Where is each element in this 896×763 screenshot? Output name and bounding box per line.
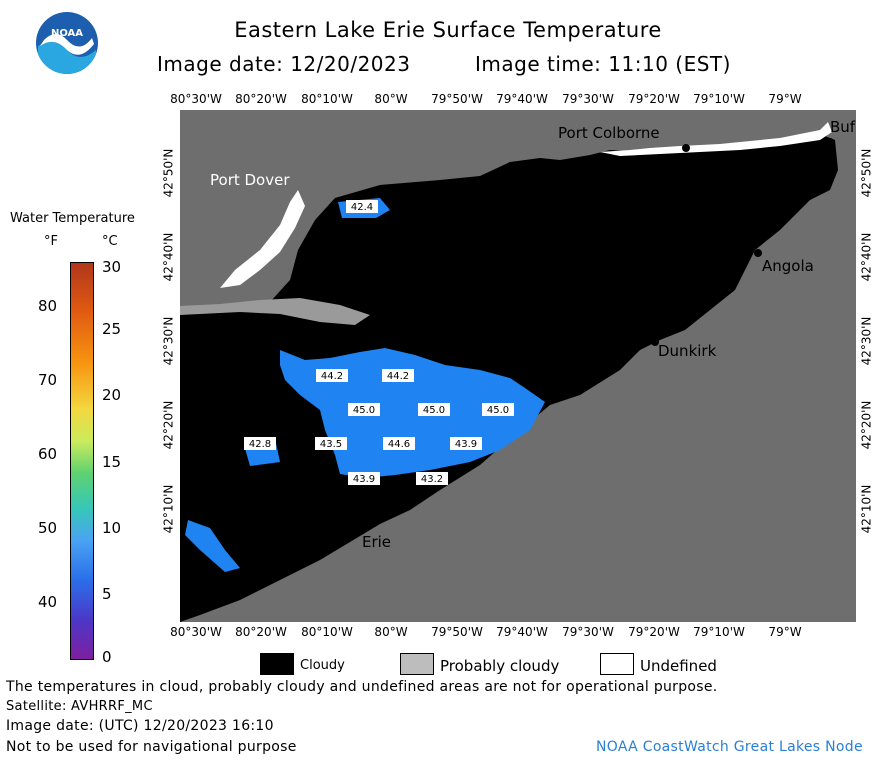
c-tick: 25 bbox=[102, 320, 122, 338]
noaa-logo: NOAA bbox=[36, 12, 98, 75]
temp-label: 44.6 bbox=[388, 439, 410, 450]
c-tick: 5 bbox=[102, 585, 112, 603]
lat-tick: 42°20'N bbox=[859, 400, 874, 450]
temp-label: 42.8 bbox=[249, 439, 271, 450]
key-swatch-undefined bbox=[600, 653, 634, 675]
footer-satellite: Satellite: AVHRRF_MC bbox=[6, 699, 153, 714]
lon-tick: 79°10'W bbox=[693, 625, 745, 639]
lon-tick: 79°20'W bbox=[628, 92, 680, 106]
lon-tick: 79°W bbox=[768, 625, 802, 639]
temp-label: 43.9 bbox=[455, 439, 477, 450]
lat-tick: 42°50'N bbox=[859, 148, 874, 198]
footer-credit: NOAA CoastWatch Great Lakes Node bbox=[596, 739, 863, 755]
place-port-colborne: Port Colborne bbox=[558, 124, 660, 142]
undefined-shore-north bbox=[220, 190, 305, 288]
place-port-dover: Port Dover bbox=[210, 171, 290, 189]
place-erie: Erie bbox=[362, 533, 391, 551]
temp-label: 44.2 bbox=[387, 371, 409, 382]
lat-tick: 42°10'N bbox=[161, 484, 176, 534]
lon-tick: 80°20'W bbox=[235, 92, 287, 106]
lon-tick: 80°10'W bbox=[301, 92, 353, 106]
probably-cloudy-strip bbox=[180, 298, 370, 325]
temp-label: 43.5 bbox=[320, 439, 342, 450]
temp-label: 45.0 bbox=[353, 405, 375, 416]
lon-tick: 79°40'W bbox=[496, 625, 548, 639]
temp-label: 43.9 bbox=[353, 474, 375, 485]
lat-tick: 42°20'N bbox=[161, 400, 176, 450]
lat-tick: 42°30'N bbox=[161, 316, 176, 366]
lon-tick: 80°30'W bbox=[170, 92, 222, 106]
temp-label: 43.2 bbox=[421, 474, 443, 485]
footer-utc-date: Image date: (UTC) 12/20/2023 16:10 bbox=[6, 718, 274, 734]
c-tick: 30 bbox=[102, 258, 122, 276]
lon-tick: 79°50'W bbox=[431, 625, 483, 639]
colorbar-title: Water Temperature bbox=[10, 211, 135, 226]
page-title: Eastern Lake Erie Surface Temperature bbox=[234, 18, 662, 42]
key-swatch-probably-cloudy bbox=[400, 653, 434, 675]
f-tick: 60 bbox=[38, 445, 58, 463]
place-angola: Angola bbox=[762, 257, 814, 275]
temp-label: 42.4 bbox=[351, 202, 373, 213]
unit-fahrenheit: °F bbox=[44, 234, 58, 249]
lon-tick: 79°50'W bbox=[431, 92, 483, 106]
lon-tick: 80°20'W bbox=[235, 625, 287, 639]
c-tick: 20 bbox=[102, 386, 122, 404]
warm-water-blob-sw bbox=[185, 520, 240, 572]
c-tick: 15 bbox=[102, 453, 122, 471]
lon-tick: 79°W bbox=[768, 92, 802, 106]
unit-celsius: °C bbox=[102, 234, 118, 249]
key-label-probably-cloudy: Probably cloudy bbox=[440, 657, 560, 675]
lon-tick: 79°10'W bbox=[693, 92, 745, 106]
c-tick: 10 bbox=[102, 519, 122, 537]
key-label-undefined: Undefined bbox=[640, 657, 717, 675]
lat-tick: 42°50'N bbox=[161, 148, 176, 198]
lon-tick: 79°30'W bbox=[562, 92, 614, 106]
lat-tick: 42°10'N bbox=[859, 484, 874, 534]
f-tick: 80 bbox=[38, 297, 58, 315]
lon-tick: 80°10'W bbox=[301, 625, 353, 639]
lon-tick: 79°20'W bbox=[628, 625, 680, 639]
place-buffalo: Buf bbox=[830, 118, 856, 136]
image-date: Image date: 12/20/2023 bbox=[157, 52, 411, 76]
lon-tick: 79°40'W bbox=[496, 92, 548, 106]
lon-tick: 80°W bbox=[374, 625, 408, 639]
lat-tick: 42°30'N bbox=[859, 316, 874, 366]
lon-tick: 80°W bbox=[374, 92, 408, 106]
town-markers bbox=[352, 138, 834, 536]
logo-text: NOAA bbox=[51, 28, 83, 39]
temp-label: 44.2 bbox=[321, 371, 343, 382]
temperature-labels: 42.4 44.2 44.2 45.0 45.0 45.0 42.8 43.5 … bbox=[244, 200, 514, 485]
temp-label: 45.0 bbox=[487, 405, 509, 416]
footer-nav-note: Not to be used for navigational purpose bbox=[6, 739, 297, 755]
temp-label: 45.0 bbox=[423, 405, 445, 416]
lon-tick: 80°30'W bbox=[170, 625, 222, 639]
lon-tick: 79°30'W bbox=[562, 625, 614, 639]
lat-tick: 42°40'N bbox=[161, 232, 176, 282]
lat-tick: 42°40'N bbox=[859, 232, 874, 282]
f-tick: 70 bbox=[38, 371, 58, 389]
colorbar bbox=[70, 262, 94, 660]
key-label-cloudy: Cloudy bbox=[300, 658, 345, 673]
lake-erie-map: Port Dover Port Colborne Buf Angola Dunk… bbox=[180, 110, 856, 622]
f-tick: 40 bbox=[38, 593, 58, 611]
footer-disclaimer: The temperatures in cloud, probably clou… bbox=[6, 679, 718, 695]
f-tick: 50 bbox=[38, 519, 58, 537]
image-time: Image time: 11:10 (EST) bbox=[475, 52, 731, 76]
c-tick: 0 bbox=[102, 648, 112, 666]
place-dunkirk: Dunkirk bbox=[658, 342, 717, 360]
key-swatch-cloudy bbox=[260, 653, 294, 675]
undefined-shore-colborne bbox=[600, 122, 832, 156]
